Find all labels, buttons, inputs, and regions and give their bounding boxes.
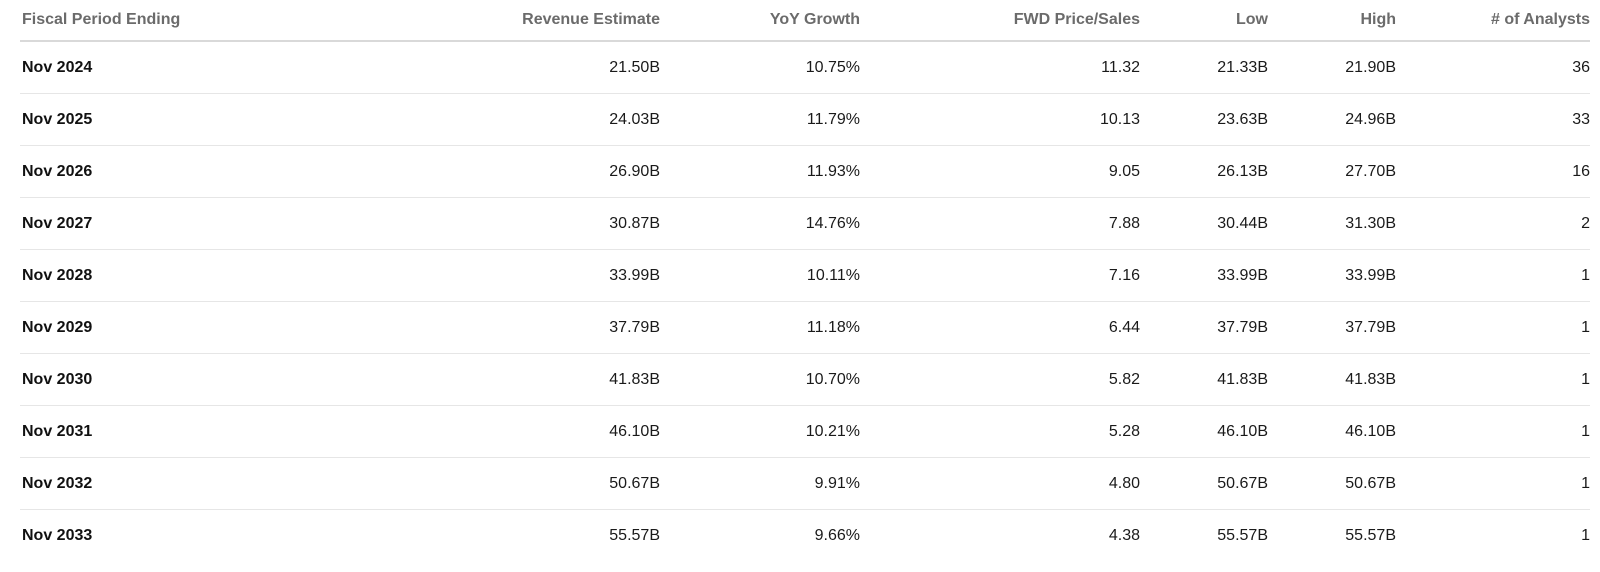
cell-num-analysts: 1 — [1396, 353, 1590, 406]
table-row: Nov 2028 33.99B 10.11% 7.16 33.99B 33.99B 1 — [20, 249, 1590, 302]
cell-fiscal-period: Nov 2025 — [20, 93, 410, 146]
table-row: Nov 2032 50.67B 9.91% 4.80 50.67B 50.67B 1 — [20, 457, 1590, 510]
cell-num-analysts: 1 — [1396, 301, 1590, 354]
cell-low: 55.57B — [1217, 526, 1268, 544]
cell-fwd-price-sales: 10.13 — [860, 93, 1140, 146]
cell-num-analysts: 2 — [1396, 197, 1590, 250]
cell-high: 31.30B — [1268, 197, 1396, 250]
cell-high: 24.96B — [1268, 93, 1396, 146]
cell-fwd-price-sales: 5.82 — [860, 353, 1140, 406]
cell-fiscal-period: Nov 2028 — [20, 249, 410, 302]
cell-fiscal-period: Nov 2029 — [20, 301, 410, 354]
cell-high: 46.10B — [1268, 405, 1396, 458]
cell-yoy-growth: 10.11% — [660, 249, 860, 302]
cell-fiscal-period: Nov 2027 — [20, 197, 410, 250]
header-revenue-estimate[interactable]: Revenue Estimate — [410, 0, 660, 42]
cell-yoy-growth: 10.70% — [660, 353, 860, 406]
table-row: Nov 2026 26.90B 11.93% 9.05 26.13B 27.70B 16 — [20, 145, 1590, 198]
header-high[interactable]: High — [1268, 0, 1396, 42]
cell-high: 50.67B — [1268, 457, 1396, 510]
cell-yoy-growth: 9.66% — [814, 526, 860, 544]
table-row: Nov 2029 37.79B 11.18% 6.44 37.79B 37.79B 1 — [20, 301, 1590, 354]
cell-num-analysts: 16 — [1396, 145, 1590, 198]
header-fiscal-period-ending[interactable]: Fiscal Period Ending — [20, 0, 410, 42]
cell-num-analysts: 1 — [1581, 526, 1590, 544]
cell-fwd-price-sales: 7.16 — [860, 249, 1140, 302]
cell-fwd-price-sales: 11.32 — [860, 41, 1140, 94]
cell-fwd-price-sales: 5.28 — [860, 405, 1140, 458]
revenue-estimates-table: Fiscal Period Ending Revenue Estimate Yo… — [20, 0, 1590, 561]
cell-yoy-growth: 10.75% — [660, 41, 860, 94]
cell-high: 27.70B — [1268, 145, 1396, 198]
cell-fwd-price-sales: 4.38 — [1108, 526, 1140, 544]
cell-yoy-growth: 11.93% — [660, 145, 860, 198]
cell-revenue-estimate: 55.57B — [609, 526, 660, 544]
cell-revenue-estimate: 41.83B — [410, 353, 660, 406]
cell-yoy-growth: 14.76% — [660, 197, 860, 250]
cell-revenue-estimate: 37.79B — [410, 301, 660, 354]
cell-revenue-estimate: 50.67B — [410, 457, 660, 510]
cell-num-analysts: 1 — [1396, 249, 1590, 302]
table-row: Nov 2025 24.03B 11.79% 10.13 23.63B 24.96B 33 — [20, 93, 1590, 146]
cell-fiscal-period: Nov 2024 — [20, 41, 410, 94]
table-row: Nov 2024 21.50B 10.75% 11.32 21.33B 21.90B 36 — [20, 41, 1590, 94]
cell-fiscal-period: Nov 2026 — [20, 145, 410, 198]
table-row: Nov 2033 55.57B 9.66% 4.38 55.57B 55.57B 1 — [20, 510, 1590, 562]
cell-yoy-growth: 11.79% — [660, 93, 860, 146]
cell-low: 37.79B — [1140, 301, 1268, 354]
cell-fwd-price-sales: 7.88 — [860, 197, 1140, 250]
table-row: Nov 2030 41.83B 10.70% 5.82 41.83B 41.83B 1 — [20, 353, 1590, 406]
cell-low: 21.33B — [1140, 41, 1268, 94]
cell-low: 41.83B — [1140, 353, 1268, 406]
cell-revenue-estimate: 30.87B — [410, 197, 660, 250]
cell-fiscal-period: Nov 2033 — [22, 526, 93, 544]
cell-low: 30.44B — [1140, 197, 1268, 250]
header-num-analysts[interactable]: # of Analysts — [1396, 0, 1590, 42]
cell-low: 23.63B — [1140, 93, 1268, 146]
cell-fiscal-period: Nov 2031 — [20, 405, 410, 458]
cell-fiscal-period: Nov 2030 — [20, 353, 410, 406]
cell-num-analysts: 36 — [1396, 41, 1590, 94]
cell-yoy-growth: 10.21% — [660, 405, 860, 458]
cell-num-analysts: 33 — [1396, 93, 1590, 146]
cell-low: 33.99B — [1140, 249, 1268, 302]
cell-num-analysts: 1 — [1396, 457, 1590, 510]
cell-revenue-estimate: 21.50B — [410, 41, 660, 94]
cell-fwd-price-sales: 6.44 — [860, 301, 1140, 354]
cell-yoy-growth: 11.18% — [660, 301, 860, 354]
header-fwd-price-sales[interactable]: FWD Price/Sales — [860, 0, 1140, 42]
cell-fiscal-period: Nov 2032 — [20, 457, 410, 510]
revenue-estimates-table-container: Fiscal Period Ending Revenue Estimate Yo… — [20, 0, 1590, 561]
cell-fwd-price-sales: 4.80 — [860, 457, 1140, 510]
cell-revenue-estimate: 46.10B — [410, 405, 660, 458]
header-yoy-growth[interactable]: YoY Growth — [660, 0, 860, 42]
cell-high: 33.99B — [1268, 249, 1396, 302]
cell-high: 21.90B — [1268, 41, 1396, 94]
cell-fwd-price-sales: 9.05 — [860, 145, 1140, 198]
table-header-row: Fiscal Period Ending Revenue Estimate Yo… — [20, 0, 1590, 42]
table-row: Nov 2027 30.87B 14.76% 7.88 30.44B 31.30B 2 — [20, 197, 1590, 250]
table-body: Nov 2024 21.50B 10.75% 11.32 21.33B 21.90B 36 N… — [20, 41, 1590, 561]
cell-high: 37.79B — [1268, 301, 1396, 354]
cell-revenue-estimate: 24.03B — [410, 93, 660, 146]
cell-high: 55.57B — [1345, 526, 1396, 544]
cell-revenue-estimate: 26.90B — [410, 145, 660, 198]
cell-high: 41.83B — [1268, 353, 1396, 406]
header-low[interactable]: Low — [1140, 0, 1268, 42]
cell-revenue-estimate: 33.99B — [410, 249, 660, 302]
table-row: Nov 2031 46.10B 10.21% 5.28 46.10B 46.10B 1 — [20, 405, 1590, 458]
cell-yoy-growth: 9.91% — [660, 457, 860, 510]
cell-num-analysts: 1 — [1396, 405, 1590, 458]
cell-low: 46.10B — [1140, 405, 1268, 458]
cell-low: 50.67B — [1140, 457, 1268, 510]
cell-low: 26.13B — [1140, 145, 1268, 198]
